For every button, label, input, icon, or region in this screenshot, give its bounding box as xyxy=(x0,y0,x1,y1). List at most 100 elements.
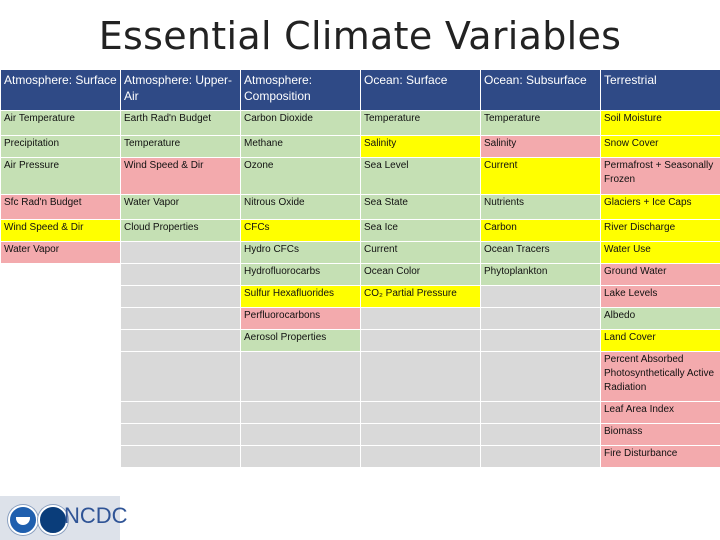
table-cell: Albedo xyxy=(600,307,720,330)
table-cell xyxy=(480,285,601,308)
table-cell: Carbon Dioxide xyxy=(240,110,361,136)
table-cell: CO₂ Partial Pressure xyxy=(360,285,481,308)
ncdc-logo-text: NCDC xyxy=(64,503,128,528)
table-cell: Carbon xyxy=(480,219,601,242)
table-cell: Nutrients xyxy=(480,194,601,220)
table-cell: Land Cover xyxy=(600,329,720,352)
ecv-table: Atmosphere: Surface Atmosphere: Upper-Ai… xyxy=(0,69,720,468)
table-cell: Water Vapor xyxy=(120,194,241,220)
table-row: Biomass xyxy=(0,423,720,446)
table-cell xyxy=(240,351,361,402)
table-cell: Water Vapor xyxy=(0,241,121,264)
table-cell xyxy=(360,445,481,468)
table-cell: Ozone xyxy=(240,157,361,195)
table-cell: Hydrofluorocarbs xyxy=(240,263,361,286)
table-cell: Sea State xyxy=(360,194,481,220)
table-cell: Permafrost + Seasonally Frozen xyxy=(600,157,720,195)
table-cell xyxy=(0,445,121,468)
table-cell: Salinity xyxy=(360,135,481,158)
table-cell xyxy=(0,263,121,286)
table-row: Precipitation Temperature Methane Salinity S… xyxy=(0,135,720,158)
table-cell: Phytoplankton xyxy=(480,263,601,286)
table-cell xyxy=(0,329,121,352)
table-cell xyxy=(120,241,241,264)
table-cell: Air Pressure xyxy=(0,157,121,195)
table-cell: Biomass xyxy=(600,423,720,446)
table-cell: Current xyxy=(480,157,601,195)
table-row: Aerosol Properties Land Cover xyxy=(0,329,720,352)
table-cell: Soil Moisture xyxy=(600,110,720,136)
table-row: Sfc Rad'n Budget Water Vapor Nitrous Oxide… xyxy=(0,194,720,220)
table-row: Percent Absorbed Photosynthetically Acti… xyxy=(0,351,720,402)
column-header-atmosphere-upper-air: Atmosphere: Upper-Air xyxy=(120,69,241,111)
noaa-logo-icon xyxy=(38,505,68,535)
slide-title: Essential Climate Variables xyxy=(98,14,622,58)
table-cell: Cloud Properties xyxy=(120,219,241,242)
table-header-row: Atmosphere: Surface Atmosphere: Upper-Ai… xyxy=(0,69,720,111)
table-row: Water Vapor Hydro CFCs Current Ocean Tracer… xyxy=(0,241,720,264)
table-cell: Hydro CFCs xyxy=(240,241,361,264)
table-cell xyxy=(240,423,361,446)
table-cell xyxy=(480,329,601,352)
table-cell: Sea Level xyxy=(360,157,481,195)
table-cell xyxy=(0,351,121,402)
table-cell: Air Temperature xyxy=(0,110,121,136)
table-cell xyxy=(0,423,121,446)
table-cell: Aerosol Properties xyxy=(240,329,361,352)
table-cell: Ground Water xyxy=(600,263,720,286)
table-cell xyxy=(360,351,481,402)
table-cell: Snow Cover xyxy=(600,135,720,158)
table-row: Hydrofluorocarbs Ocean Color Phytoplankton… xyxy=(0,263,720,286)
table-cell: Wind Speed & Dir xyxy=(0,219,121,242)
column-header-ocean-subsurface: Ocean: Subsurface xyxy=(480,69,601,111)
agency-seal-icon xyxy=(8,505,38,535)
column-header-terrestrial: Terrestrial xyxy=(600,69,720,111)
table-cell: Temperature xyxy=(480,110,601,136)
table-cell xyxy=(0,401,121,424)
table-cell: Sfc Rad'n Budget xyxy=(0,194,121,220)
table-row: Air Pressure Wind Speed & Dir Ozone Sea Lev… xyxy=(0,157,720,195)
table-row: Fire Disturbance xyxy=(0,445,720,468)
table-cell xyxy=(120,263,241,286)
table-cell: Water Use xyxy=(600,241,720,264)
table-cell: Methane xyxy=(240,135,361,158)
table-cell: Temperature xyxy=(120,135,241,158)
table-cell xyxy=(360,401,481,424)
table-cell xyxy=(120,329,241,352)
table-cell: Lake Levels xyxy=(600,285,720,308)
table-cell xyxy=(120,423,241,446)
table-cell: Ocean Tracers xyxy=(480,241,601,264)
column-header-ocean-surface: Ocean: Surface xyxy=(360,69,481,111)
table-cell xyxy=(0,285,121,308)
table-cell: Leaf Area Index xyxy=(600,401,720,424)
column-header-atmosphere-surface: Atmosphere: Surface xyxy=(0,69,121,111)
table-cell: Nitrous Oxide xyxy=(240,194,361,220)
table-row: Air Temperature Earth Rad'n Budget Carbon … xyxy=(0,110,720,136)
table-row: Wind Speed & Dir Cloud Properties CFCs Sea … xyxy=(0,219,720,242)
table-cell xyxy=(480,351,601,402)
table-cell: Earth Rad'n Budget xyxy=(120,110,241,136)
table-cell xyxy=(480,445,601,468)
table-cell: Perfluorocarbons xyxy=(240,307,361,330)
table-cell xyxy=(120,285,241,308)
column-header-atmosphere-composition: Atmosphere: Composition xyxy=(240,69,361,111)
table-cell xyxy=(240,445,361,468)
table-cell: Fire Disturbance xyxy=(600,445,720,468)
table-cell xyxy=(360,307,481,330)
table-cell: River Discharge xyxy=(600,219,720,242)
table-cell: Salinity xyxy=(480,135,601,158)
table-row: Perfluorocarbons Albedo xyxy=(0,307,720,330)
table-cell xyxy=(240,401,361,424)
table-cell xyxy=(120,445,241,468)
table-cell: Sulfur Hexafluorides xyxy=(240,285,361,308)
table-row: Leaf Area Index xyxy=(0,401,720,424)
table-cell: Current xyxy=(360,241,481,264)
table-cell: CFCs xyxy=(240,219,361,242)
table-cell xyxy=(480,423,601,446)
table-cell: Temperature xyxy=(360,110,481,136)
table-cell xyxy=(480,307,601,330)
table-row: Sulfur Hexafluorides CO₂ Partial Pressure… xyxy=(0,285,720,308)
table-cell: Sea Ice xyxy=(360,219,481,242)
table-cell xyxy=(120,351,241,402)
table-cell: Precipitation xyxy=(0,135,121,158)
